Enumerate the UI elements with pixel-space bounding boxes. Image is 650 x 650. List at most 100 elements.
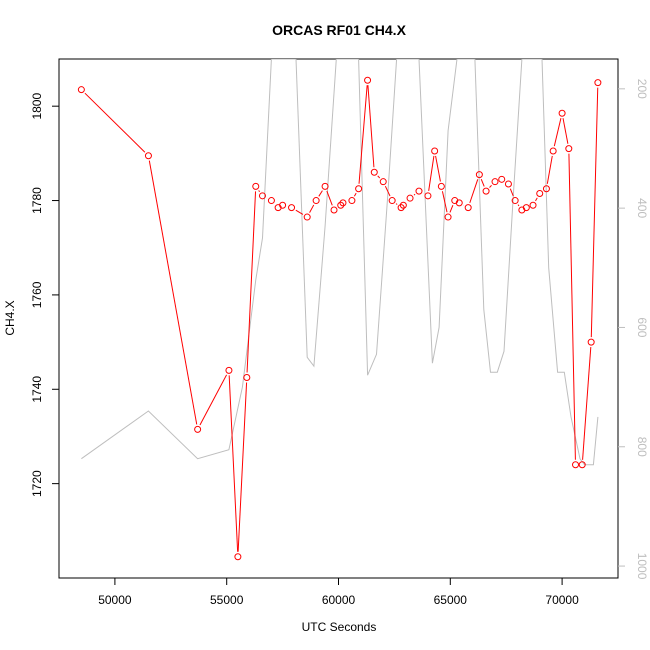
data-point (578, 461, 586, 469)
data-point (572, 461, 580, 469)
data-point (558, 109, 566, 117)
plot-frame (58, 58, 619, 579)
data-point (370, 168, 378, 176)
series-line-segment (509, 188, 514, 197)
axes-group: 50000 55000 60000 65000 70000 1720 1740 1760 178… (30, 58, 649, 607)
data-point (397, 204, 405, 212)
data-point (594, 79, 602, 87)
secondary-series-line (81, 59, 599, 466)
data-point (348, 197, 356, 205)
y-tick-label: 1740 (30, 376, 44, 403)
secondary-series-group (81, 59, 599, 466)
data-point (498, 175, 506, 183)
data-point (234, 553, 242, 561)
data-point (144, 152, 152, 160)
data-point (364, 76, 372, 84)
y-axis-title: CH4.X (3, 300, 17, 335)
series-line-segment (441, 191, 448, 213)
data-point (542, 185, 550, 193)
series-line-segment (318, 190, 323, 197)
data-point (337, 201, 345, 209)
data-point (529, 201, 537, 209)
series-line-segment (258, 190, 260, 193)
y2-tick-label: 200 (635, 79, 649, 99)
data-point (279, 201, 287, 209)
series-line-segment (517, 204, 520, 207)
series-line-segment (535, 197, 538, 202)
x-tick-label: 60000 (322, 593, 356, 607)
series-line-segment (228, 375, 239, 552)
data-point (455, 199, 463, 207)
data-point (355, 185, 363, 193)
data-point (424, 192, 432, 200)
data-point (504, 180, 512, 188)
series-line-segment (553, 118, 562, 147)
data-point (444, 213, 452, 221)
data-point (330, 206, 338, 214)
x-tick-label: 50000 (98, 593, 132, 607)
x-tick-label: 65000 (434, 593, 468, 607)
series-line-segment (377, 175, 381, 179)
y2-tick-label: 600 (635, 317, 649, 337)
series-line-segment (295, 209, 304, 215)
data-point (437, 182, 445, 190)
data-point (225, 366, 233, 374)
data-point (536, 189, 544, 197)
data-point (252, 182, 260, 190)
data-point (194, 425, 202, 433)
data-point (388, 197, 396, 205)
series-line-segment (199, 374, 228, 426)
series-line-segment (582, 347, 592, 460)
chart-title: ORCAS RF01 CH4.X (272, 22, 406, 38)
x-tick-label: 70000 (545, 593, 579, 607)
y2-tick-label: 400 (635, 198, 649, 218)
data-point (522, 204, 530, 212)
series-line-segment (84, 92, 146, 153)
data-point (587, 338, 595, 346)
series-line-segment (489, 184, 492, 188)
series-line-segment (395, 203, 398, 205)
series-line-segment (562, 118, 569, 144)
data-point (312, 197, 320, 205)
series-line-segment (148, 160, 198, 425)
series-line-segment (246, 191, 257, 373)
series-line-segment (590, 87, 599, 338)
series-line-segment (237, 382, 248, 552)
y-tick-label: 1760 (30, 281, 44, 308)
data-point (303, 213, 311, 221)
y-tick-label: 1780 (30, 187, 44, 214)
series-line-segment (384, 185, 391, 197)
data-point (549, 147, 557, 155)
data-point (399, 201, 407, 209)
data-point (464, 204, 472, 212)
data-point (258, 192, 266, 200)
series-line-segment (435, 155, 441, 182)
data-point (267, 197, 275, 205)
data-point (77, 86, 85, 94)
series-line-segment (326, 190, 333, 206)
y2-tick-label: 1000 (635, 553, 649, 580)
data-point (406, 194, 414, 202)
data-point (243, 373, 251, 381)
series-line-segment (449, 204, 454, 213)
series-line-segment (428, 155, 435, 191)
series-line-segment (480, 179, 485, 187)
series-line-segment (309, 204, 315, 213)
primary-series-group (77, 76, 602, 561)
data-point (321, 182, 329, 190)
x-tick-label: 55000 (210, 593, 244, 607)
series-line-segment (413, 193, 416, 196)
y-tick-label: 1800 (30, 93, 44, 120)
data-point (511, 197, 519, 205)
data-point (379, 178, 387, 186)
series-line-segment (546, 155, 553, 184)
data-point (491, 178, 499, 186)
series-line-segment (358, 85, 368, 184)
series-line-segment (353, 192, 357, 197)
data-point (339, 199, 347, 207)
series-line-segment (367, 85, 375, 168)
data-point (482, 187, 490, 195)
data-point (475, 171, 483, 179)
